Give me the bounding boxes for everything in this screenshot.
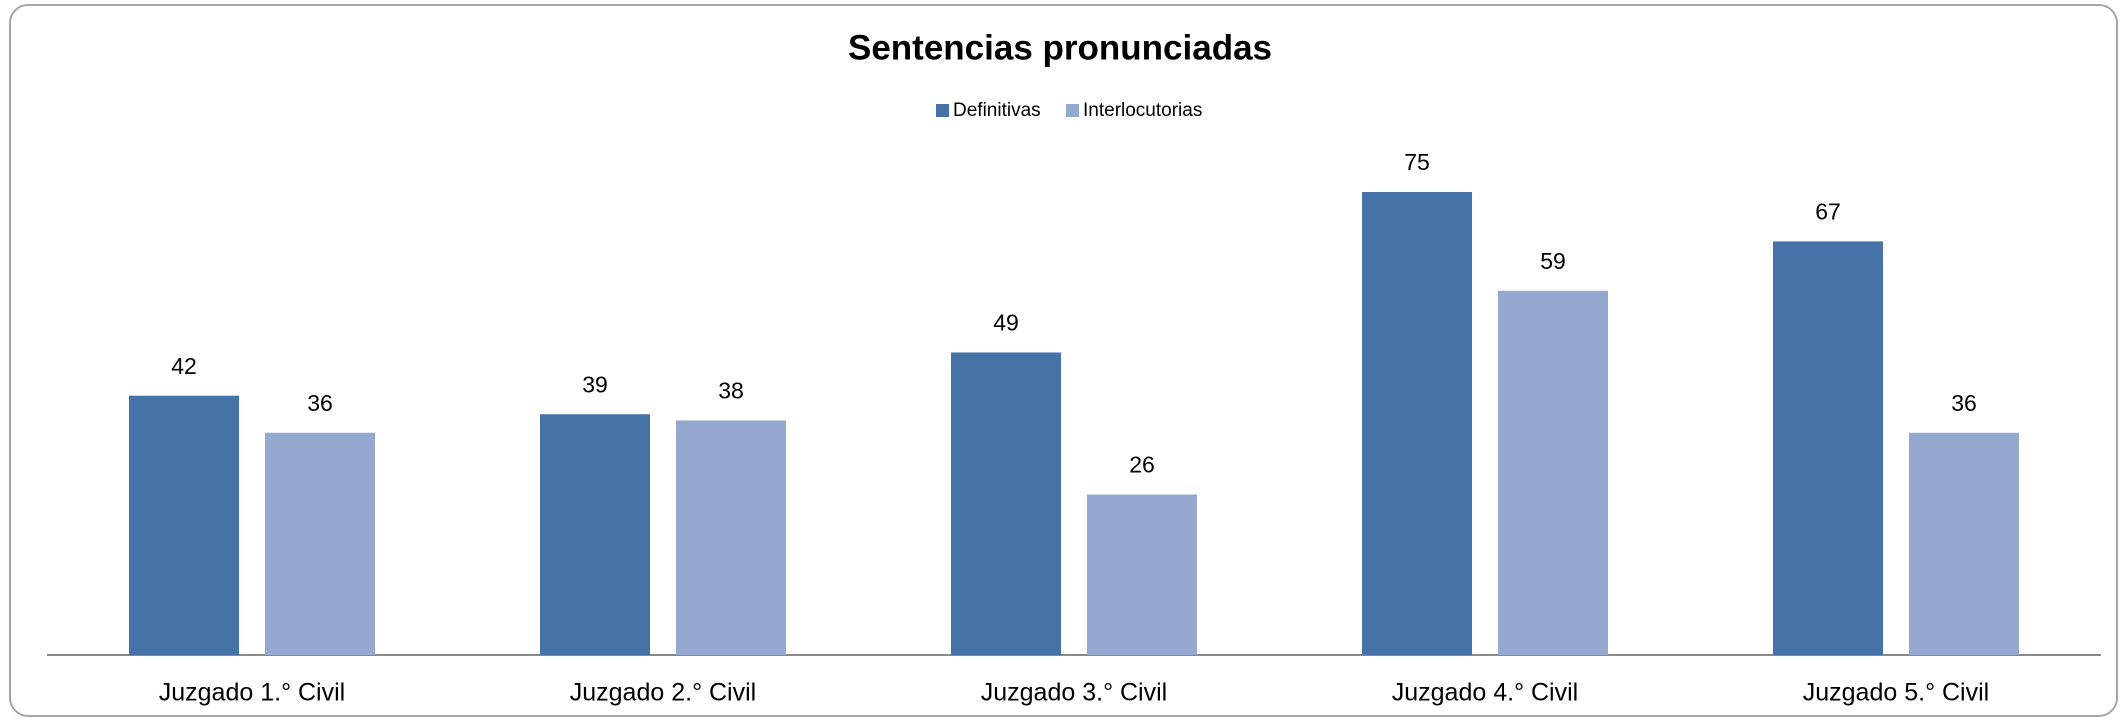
bar: [951, 352, 1061, 655]
bar: [129, 395, 239, 655]
data-label: 36: [307, 390, 333, 416]
bar: [1498, 290, 1608, 655]
data-label: 67: [1815, 198, 1841, 224]
x-tick-label: Juzgado 1.° Civil: [159, 679, 345, 707]
legend-swatch: [936, 104, 949, 117]
legend-swatch: [1066, 104, 1079, 117]
bar: [1087, 494, 1197, 655]
data-label: 39: [582, 371, 608, 397]
data-label: 49: [993, 310, 1019, 336]
bar: [265, 432, 375, 655]
x-tick-label: Juzgado 5.° Civil: [1803, 679, 1989, 707]
data-label: 42: [171, 353, 197, 379]
legend-label: Interlocutorias: [1083, 100, 1202, 121]
data-label: 26: [1129, 452, 1155, 478]
x-tick-label: Juzgado 3.° Civil: [981, 679, 1167, 707]
bar: [540, 414, 650, 655]
bar: [1773, 241, 1883, 656]
bar: [676, 420, 786, 655]
x-tick-label: Juzgado 4.° Civil: [1392, 679, 1578, 707]
legend-label: Definitivas: [953, 100, 1041, 121]
data-label: 36: [1951, 390, 1977, 416]
data-label: 38: [718, 377, 744, 403]
bar: [1909, 432, 2019, 655]
data-label: 59: [1540, 248, 1566, 274]
data-label: 75: [1404, 149, 1430, 175]
chart-title: Sentencias pronunciadas: [848, 28, 1272, 67]
bar: [1362, 192, 1472, 655]
x-tick-label: Juzgado 2.° Civil: [570, 679, 756, 707]
